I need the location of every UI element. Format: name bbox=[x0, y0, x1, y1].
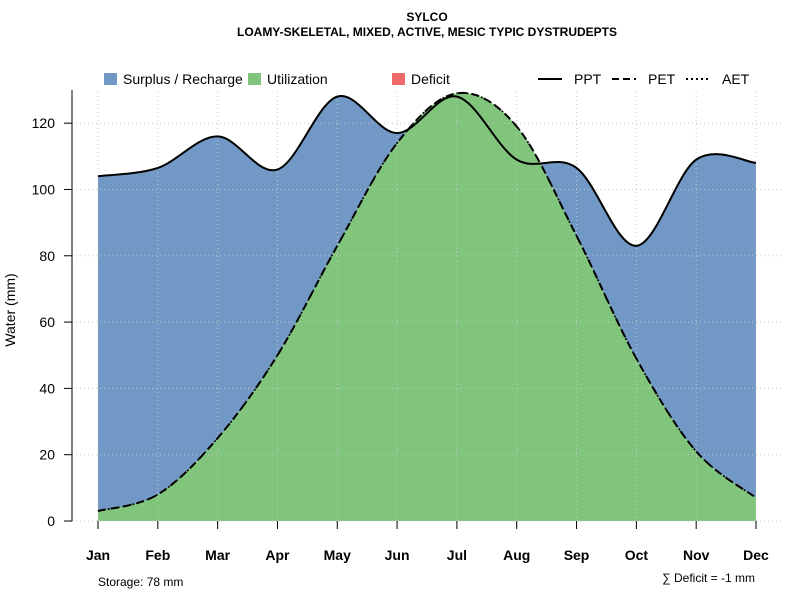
x-tick-label: Jul bbox=[447, 547, 467, 563]
x-tick-label: Aug bbox=[503, 547, 530, 563]
x-tick-label: Jan bbox=[86, 547, 110, 563]
legend-label: Surplus / Recharge bbox=[123, 71, 243, 87]
x-tick-label: Nov bbox=[683, 547, 710, 563]
chart-title: SYLCO bbox=[406, 10, 447, 24]
x-tick-label: Dec bbox=[743, 547, 769, 563]
y-tick-label: 40 bbox=[39, 380, 55, 396]
x-tick-label: Feb bbox=[145, 547, 170, 563]
legend-label: AET bbox=[722, 71, 750, 87]
aet-line bbox=[97, 92, 757, 512]
plot-area bbox=[98, 92, 756, 522]
x-tick-label: Jun bbox=[385, 547, 410, 563]
legend-label: Utilization bbox=[267, 71, 328, 87]
x-tick-label: Sep bbox=[564, 547, 590, 563]
y-tick-label: 0 bbox=[47, 513, 55, 529]
legend: Surplus / Recharge Utilization Deficit PPT P… bbox=[104, 71, 750, 87]
legend-label: PET bbox=[648, 71, 676, 87]
y-tick-label: 20 bbox=[39, 447, 55, 463]
y-tick-label: 100 bbox=[32, 181, 56, 197]
legend-swatch bbox=[392, 73, 405, 85]
y-tick-label: 60 bbox=[39, 314, 55, 330]
axis-layer: 0 20 40 60 80 100 120 Jan Feb Mar Apr May Jun Jul Aug S… bbox=[32, 90, 769, 563]
line-layer bbox=[97, 91, 757, 513]
legend-swatch bbox=[104, 73, 117, 85]
storage-footnote: Storage: 78 mm bbox=[98, 575, 183, 589]
legend-label: Deficit bbox=[411, 71, 450, 87]
legend-swatch bbox=[248, 73, 261, 85]
x-tick-label: Oct bbox=[625, 547, 649, 563]
x-tick-label: Mar bbox=[205, 547, 230, 563]
deficit-footnote: ∑ Deficit = -1 mm bbox=[662, 571, 755, 585]
pet-line bbox=[97, 91, 757, 513]
utilization-area bbox=[98, 92, 756, 521]
y-tick-label: 80 bbox=[39, 248, 55, 264]
legend-label: PPT bbox=[574, 71, 602, 87]
y-tick-label: 120 bbox=[32, 115, 56, 131]
x-tick-label: May bbox=[324, 547, 351, 563]
x-tick-label: Apr bbox=[265, 547, 290, 563]
chart-subtitle: LOAMY-SKELETAL, MIXED, ACTIVE, MESIC TYP… bbox=[237, 25, 617, 39]
ppt-line bbox=[97, 95, 757, 247]
y-axis-label: Water (mm) bbox=[2, 273, 18, 346]
